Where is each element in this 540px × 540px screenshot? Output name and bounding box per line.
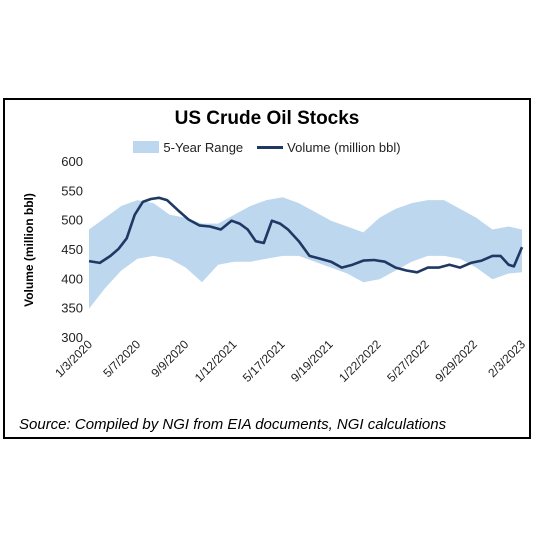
x-tick-label: 5/17/2021 (240, 337, 288, 385)
y-axis-label: Volume (million bbl) (22, 193, 36, 307)
x-tick-label: 5/7/2020 (100, 337, 143, 380)
y-tick-label: 550 (61, 183, 83, 198)
y-tick-label: 350 (61, 301, 83, 316)
x-tick-label: 9/29/2022 (432, 337, 480, 385)
legend-item-range: 5-Year Range (133, 140, 243, 155)
legend-label-range: 5-Year Range (163, 139, 244, 155)
legend-swatch-range (133, 141, 160, 153)
chart-title: US Crude Oil Stocks (174, 108, 360, 129)
volume-series-line (88, 196, 524, 274)
legend-label-volume: Volume (million bbl) (287, 139, 401, 155)
source-note: Source: Compiled by NGI from EIA documen… (19, 416, 447, 433)
x-tick-label: 1/22/2022 (336, 337, 384, 385)
legend-swatch-volume (257, 145, 284, 149)
x-tick-label: 9/19/2021 (288, 337, 336, 385)
x-tick-label: 9/9/2020 (148, 337, 191, 380)
y-tick-label: 300 (61, 330, 83, 345)
chart-legend: 5-Year Range Volume (million bbl) (5, 138, 529, 156)
x-tick-label: 5/27/2022 (384, 337, 432, 385)
y-tick-label: 500 (61, 213, 83, 228)
x-tick-label: 1/12/2021 (192, 337, 240, 385)
five-year-range-band (89, 197, 522, 309)
y-tick-label: 600 (61, 154, 83, 169)
chart-frame: 300 350 400 450 500 550 600 1/3/2020 5/7/2020 9/… (3, 98, 531, 439)
y-tick-label: 450 (61, 242, 83, 257)
legend-item-volume: Volume (million bbl) (257, 139, 401, 155)
y-tick-label: 400 (61, 271, 83, 286)
x-tick-label: 2/3/2023 (485, 337, 528, 380)
